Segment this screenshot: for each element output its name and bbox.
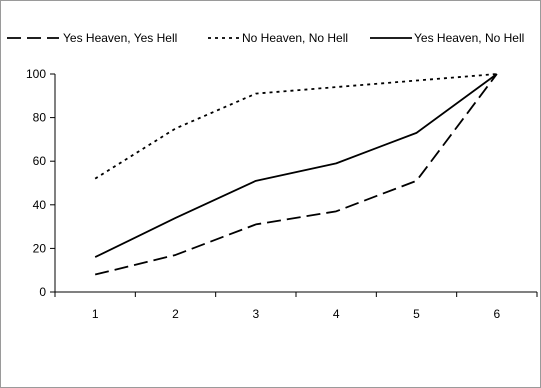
legend-label-2: No Heaven, No Hell: [242, 31, 348, 45]
data-point: [94, 256, 96, 258]
data-point: [175, 217, 177, 219]
legend-label-1: Yes Heaven, Yes Hell: [63, 31, 177, 45]
data-point: [416, 180, 418, 182]
data-point: [94, 178, 96, 180]
y-tick-label: 20: [33, 241, 47, 255]
data-point: [255, 180, 257, 182]
data-point: [496, 73, 498, 75]
x-tick-label: 2: [172, 307, 179, 321]
legend-label-3: Yes Heaven, No Hell: [414, 31, 524, 45]
data-point: [175, 128, 177, 130]
data-point: [255, 93, 257, 95]
data-point: [94, 274, 96, 276]
y-tick-label: 40: [33, 198, 47, 212]
x-tick-label: 5: [413, 307, 420, 321]
data-point: [416, 80, 418, 82]
chart-legend: Yes Heaven, Yes Hell No Heaven, No Hell Ye…: [7, 31, 524, 45]
series-line-1: [94, 73, 498, 276]
y-tick-label: 60: [33, 154, 47, 168]
data-point: [416, 132, 418, 134]
data-point: [335, 210, 337, 212]
y-tick-label: 80: [33, 111, 47, 125]
data-point: [255, 223, 257, 225]
series-line-2: [94, 73, 497, 180]
y-tick-label: 0: [39, 285, 46, 299]
data-point: [175, 254, 177, 256]
y-tick-label: 100: [26, 67, 46, 81]
x-tick-label: 6: [493, 307, 500, 321]
data-point: [335, 162, 337, 164]
x-tick-label: 1: [92, 307, 99, 321]
chart-axes: 0 20 40 60 80 100 1 2 3 4 5 6: [26, 67, 538, 321]
data-point: [335, 86, 337, 88]
x-tick-label: 3: [252, 307, 259, 321]
series-line-3: [94, 73, 498, 258]
chart-series: [94, 73, 498, 276]
x-tick-label: 4: [333, 307, 340, 321]
